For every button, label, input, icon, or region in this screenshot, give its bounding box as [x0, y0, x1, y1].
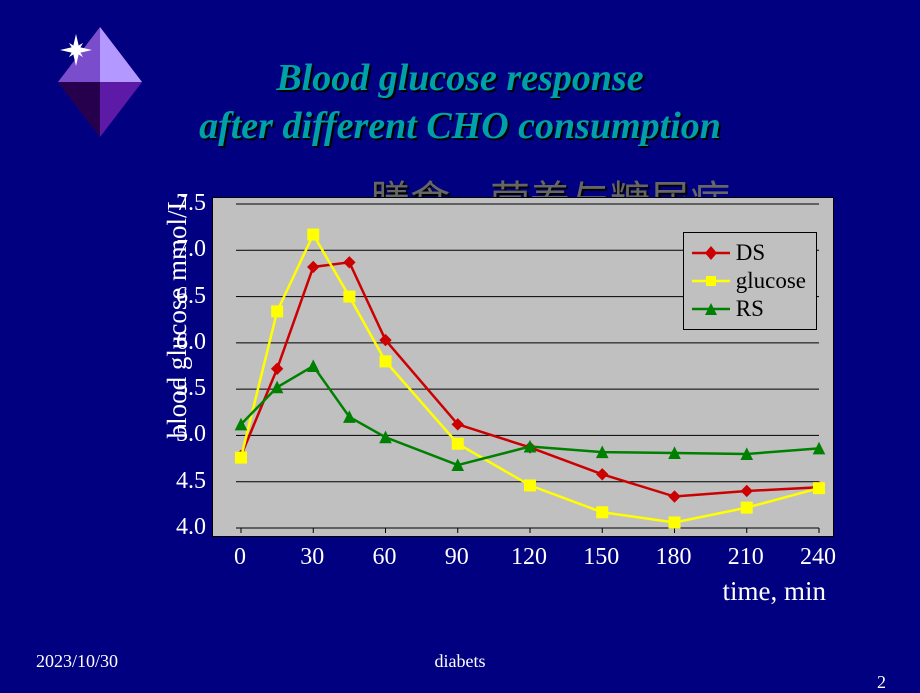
y-tick-label: 4.0 [162, 514, 206, 541]
x-tick-label: 210 [721, 544, 771, 571]
x-axis-label: time, min [723, 576, 827, 607]
y-tick-label: 7.5 [162, 190, 206, 217]
y-tick-label: 5.0 [162, 421, 206, 448]
legend-item: RS [692, 295, 806, 323]
legend-item: DS [692, 239, 806, 267]
x-tick-label: 150 [576, 544, 626, 571]
x-tick-label: 30 [287, 544, 337, 571]
y-tick-label: 6.5 [162, 283, 206, 310]
x-tick-label: 180 [649, 544, 699, 571]
x-tick-label: 120 [504, 544, 554, 571]
slide-footer: 2023/10/30 diabets 2 [0, 651, 920, 672]
x-tick-label: 90 [432, 544, 482, 571]
glucose-chart: blood glucose mmol/L DSglucoseRS time, m… [172, 182, 852, 612]
x-tick-label: 240 [793, 544, 843, 571]
slide-title: Blood glucose responseafter different CH… [0, 55, 920, 150]
x-tick-label: 0 [215, 544, 265, 571]
legend-item: glucose [692, 267, 806, 295]
y-tick-label: 4.5 [162, 468, 206, 495]
footer-date: 2023/10/30 [36, 651, 118, 672]
y-tick-label: 7.0 [162, 236, 206, 263]
x-tick-label: 60 [360, 544, 410, 571]
y-tick-label: 6.0 [162, 329, 206, 356]
y-tick-label: 5.5 [162, 375, 206, 402]
footer-center: diabets [0, 651, 920, 672]
plot-area: DSglucoseRS [212, 197, 834, 537]
chart-legend: DSglucoseRS [683, 232, 817, 330]
